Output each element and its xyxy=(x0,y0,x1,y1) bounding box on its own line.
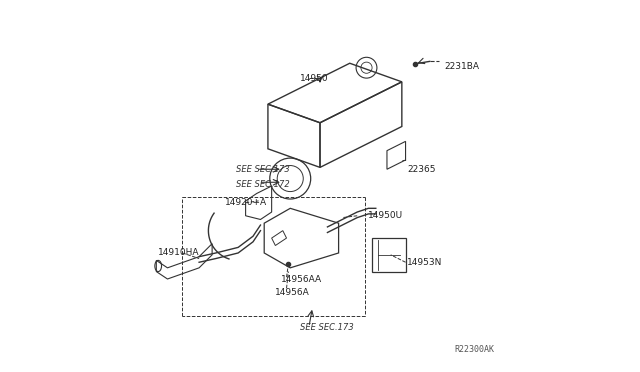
Text: 14910HA: 14910HA xyxy=(158,248,200,257)
Text: 14950U: 14950U xyxy=(369,211,403,220)
Text: 14956AA: 14956AA xyxy=(281,275,322,283)
Text: 14956A: 14956A xyxy=(275,288,310,296)
Text: SEE SEC.173: SEE SEC.173 xyxy=(300,323,353,332)
Text: 14920+A: 14920+A xyxy=(225,198,268,207)
Text: SEE SEC.172: SEE SEC.172 xyxy=(236,180,290,189)
Text: 14953N: 14953N xyxy=(408,258,443,267)
Text: SEE SEC.173: SEE SEC.173 xyxy=(236,165,290,174)
Text: R22300AK: R22300AK xyxy=(454,345,494,354)
Text: 22365: 22365 xyxy=(408,165,436,174)
Text: 14950: 14950 xyxy=(300,74,328,83)
Text: 2231BA: 2231BA xyxy=(445,62,479,71)
